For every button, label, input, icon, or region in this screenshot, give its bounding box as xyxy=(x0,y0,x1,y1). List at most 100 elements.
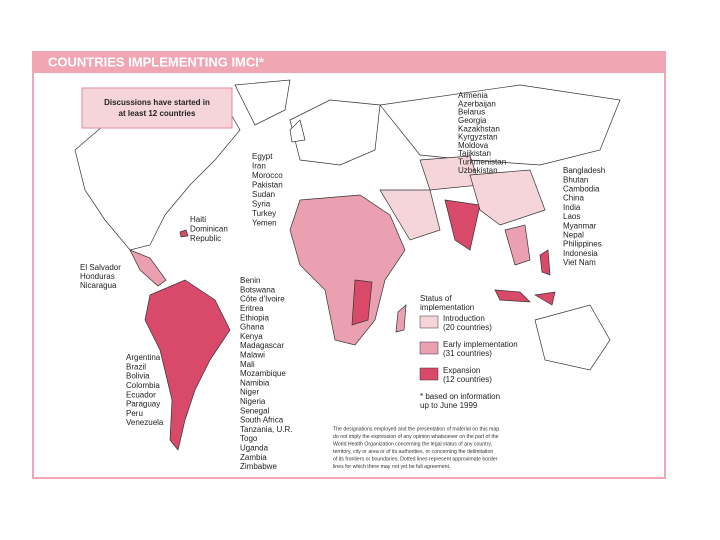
china xyxy=(469,169,546,226)
greenland xyxy=(234,79,291,126)
disclaimer: The designations employed and the presen… xyxy=(333,426,499,432)
legend-swatch xyxy=(419,315,439,329)
haiti xyxy=(179,229,189,238)
country-name: Turkey xyxy=(252,209,276,218)
country-name: Viet Nam xyxy=(563,258,596,267)
callout-text: Discussions have started in xyxy=(104,98,210,107)
uk xyxy=(289,119,306,143)
country-name: Namibia xyxy=(240,378,270,387)
country-name: Argentina xyxy=(126,353,161,362)
africa xyxy=(289,194,406,346)
legend-label: (12 countries) xyxy=(443,375,492,384)
legend-swatch xyxy=(419,367,439,381)
country-name: Zambia xyxy=(240,453,267,462)
legend-swatch xyxy=(419,341,439,355)
country-name: Turkmenistan xyxy=(458,158,506,167)
legend-label: (20 countries) xyxy=(443,323,492,332)
indonesia-philippines xyxy=(494,249,556,306)
country-name: Niger xyxy=(240,388,259,397)
country-name: Uzbekistan xyxy=(458,166,498,175)
country-name: Republic xyxy=(190,234,221,243)
callout-text: at least 12 countries xyxy=(119,109,196,118)
country-name: Ghana xyxy=(240,323,265,332)
footnote: * based on information xyxy=(420,392,500,401)
country-name: Laos xyxy=(563,212,580,221)
country-name: Moldova xyxy=(458,141,489,150)
india xyxy=(444,199,481,251)
australia xyxy=(534,304,611,371)
country-name: Malawi xyxy=(240,351,265,360)
country-name: Myanmar xyxy=(563,221,597,230)
russia xyxy=(379,84,621,166)
country-name: China xyxy=(563,194,584,203)
country-name: Belarus xyxy=(458,108,485,117)
country-name: Azerbaijan xyxy=(458,99,496,108)
footnote: up to June 1999 xyxy=(420,401,478,410)
country-name: Kyrgyzstan xyxy=(458,133,498,142)
country-name: Syria xyxy=(252,200,271,209)
country-name: Yemen xyxy=(252,219,277,228)
country-name: South Africa xyxy=(240,416,284,425)
country-name: Botswana xyxy=(240,285,276,294)
country-name: Madagascar xyxy=(240,341,284,350)
country-name: Dominican xyxy=(190,225,228,234)
country-name: Mali xyxy=(240,360,255,369)
country-name: Zimbabwe xyxy=(240,462,277,471)
east-africa xyxy=(351,279,373,326)
country-name: Venezuela xyxy=(126,418,164,427)
country-name: Cambodia xyxy=(563,185,600,194)
country-name: Nepal xyxy=(563,231,584,240)
country-name: Paraguay xyxy=(126,400,160,409)
world-map xyxy=(74,79,621,451)
madagascar xyxy=(395,304,407,333)
legend-label: Expansion xyxy=(443,366,480,375)
country-name: Ethiopia xyxy=(240,313,269,322)
country-name: Senegal xyxy=(240,406,270,415)
legend-title: implementation xyxy=(420,303,474,312)
header-bar xyxy=(33,52,665,73)
country-name: Benin xyxy=(240,276,260,285)
south-east-asia xyxy=(504,224,531,266)
country-name: Philippines xyxy=(563,240,602,249)
country-name: Haiti xyxy=(190,215,206,224)
middle-east xyxy=(379,189,441,241)
disclaimer: World Health Organization concerning the… xyxy=(333,441,492,447)
title: COUNTRIES IMPLEMENTING IMCI* xyxy=(48,54,265,69)
country-name: Uganda xyxy=(240,444,269,453)
south-america xyxy=(144,279,231,451)
disclaimer: lines for which there may not yet be ful… xyxy=(333,464,450,470)
country-name: India xyxy=(563,203,581,212)
central-america xyxy=(129,249,167,287)
country-name: Egypt xyxy=(252,152,273,161)
legend-title: Status of xyxy=(420,294,452,303)
country-name: Bolivia xyxy=(126,372,150,381)
country-name: Georgia xyxy=(458,116,487,125)
legend-label: Introduction xyxy=(443,314,485,323)
country-name: Tajikistan xyxy=(458,149,491,158)
country-name: Colombia xyxy=(126,381,160,390)
country-name: Sudan xyxy=(252,190,275,199)
country-name: Honduras xyxy=(80,272,115,281)
legend-label: (31 countries) xyxy=(443,349,492,358)
country-name: Kazakhstan xyxy=(458,124,500,133)
country-name: Bangladesh xyxy=(563,166,605,175)
disclaimer: of its frontiers or boundaries. Dotted l… xyxy=(333,456,498,462)
legend-label: Early implementation xyxy=(443,340,518,349)
country-name: Morocco xyxy=(252,171,283,180)
country-name: Bhutan xyxy=(563,175,588,184)
country-name: Mozambique xyxy=(240,369,286,378)
country-name: Kenya xyxy=(240,332,263,341)
country-name: Pakistan xyxy=(252,181,283,190)
country-name: Peru xyxy=(126,409,143,418)
country-name: Côte d'Ivoire xyxy=(240,295,285,304)
disclaimer: territory, city or area or of its author… xyxy=(333,449,493,455)
europe xyxy=(289,99,381,166)
country-name: Armenia xyxy=(458,91,488,100)
country-name: Brazil xyxy=(126,362,146,371)
country-name: Eritrea xyxy=(240,304,264,313)
country-name: Ecuador xyxy=(126,390,156,399)
callout-box xyxy=(81,87,233,129)
country-name: Nicaragua xyxy=(80,281,117,290)
